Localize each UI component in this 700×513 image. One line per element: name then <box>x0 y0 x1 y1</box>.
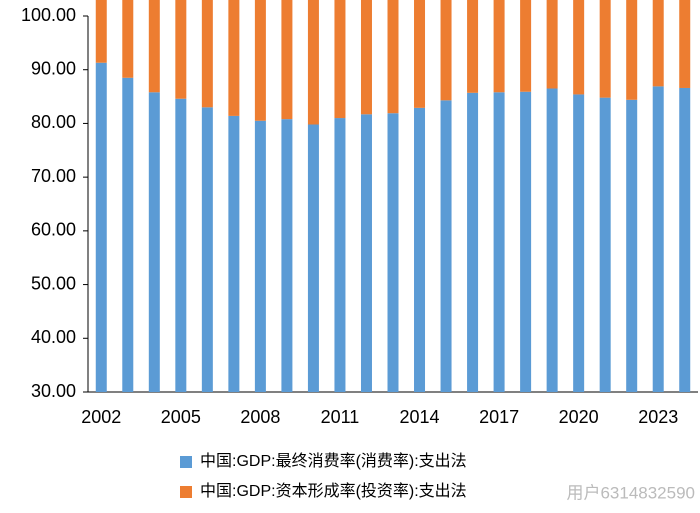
bar-segment <box>360 114 372 392</box>
bar-segment <box>520 91 532 392</box>
bar-segment <box>626 99 638 393</box>
bar-segment <box>175 98 187 392</box>
bar-segment <box>148 92 160 392</box>
bar-segment <box>414 0 426 108</box>
bar-segment <box>573 0 585 95</box>
x-tick-label: 2023 <box>638 407 678 427</box>
bar-segment <box>334 118 346 393</box>
bar-segment <box>652 86 664 392</box>
bar-segment <box>281 0 293 120</box>
legend-label: 中国:GDP:最终消费率(消费率):支出法 <box>200 452 467 470</box>
bar-segment <box>467 92 479 392</box>
bar-segment <box>546 88 558 392</box>
y-tick-label: 100.00 <box>21 5 76 25</box>
x-tick-label: 2005 <box>161 407 201 427</box>
x-tick-label: 2011 <box>321 407 360 427</box>
bar-segment <box>493 0 505 93</box>
bar-segment <box>679 0 691 88</box>
bar-segment <box>626 0 638 100</box>
bar-segment <box>546 0 558 89</box>
bar-segment <box>281 119 293 392</box>
legend-label: 中国:GDP:资本形成率(投资率):支出法 <box>200 482 467 500</box>
bar-segment <box>201 107 213 393</box>
y-tick-label: 30.00 <box>31 381 76 401</box>
bar-segment <box>254 120 266 392</box>
legend-swatch <box>180 456 192 468</box>
y-tick-label: 50.00 <box>31 273 76 293</box>
bar-segment <box>307 124 319 392</box>
bar-segment <box>228 115 240 392</box>
bar-segment <box>201 0 213 108</box>
bar-segment <box>254 0 266 121</box>
bar-segment <box>440 0 452 101</box>
bar-segment <box>360 0 372 115</box>
watermark: 用户6314832590 <box>566 483 695 502</box>
bar-segment <box>440 100 452 393</box>
bar-segment <box>175 0 187 99</box>
y-tick-label: 60.00 <box>31 220 76 240</box>
bar-segment <box>122 77 134 393</box>
y-tick-label: 40.00 <box>31 327 76 347</box>
bar-segment <box>148 0 160 93</box>
bar-segment <box>599 97 611 392</box>
y-tick-label: 70.00 <box>31 166 76 186</box>
bar-segment <box>467 0 479 93</box>
bar-segment <box>652 0 664 87</box>
bar-segment <box>307 0 319 125</box>
bar-segment <box>387 113 399 393</box>
bar-segment <box>334 0 346 119</box>
y-tick-label: 80.00 <box>31 112 76 132</box>
bar-segment <box>599 0 611 98</box>
x-tick-label: 2014 <box>399 407 439 427</box>
y-tick-label: 90.00 <box>31 58 76 78</box>
bar-segment <box>387 0 399 114</box>
bar-segment <box>573 94 585 393</box>
bar-segment <box>95 0 107 63</box>
bar-segment <box>520 0 532 92</box>
bar-segment <box>122 0 134 78</box>
x-tick-label: 2020 <box>559 407 599 427</box>
bar-segment <box>679 87 691 392</box>
bar-segment <box>493 92 505 392</box>
bar-segment <box>95 62 107 392</box>
bar-segment <box>414 107 426 392</box>
x-tick-label: 2008 <box>240 407 280 427</box>
legend-swatch <box>180 486 192 498</box>
x-tick-label: 2002 <box>81 407 121 427</box>
x-tick-label: 2017 <box>479 407 519 427</box>
bar-segment <box>228 0 240 116</box>
